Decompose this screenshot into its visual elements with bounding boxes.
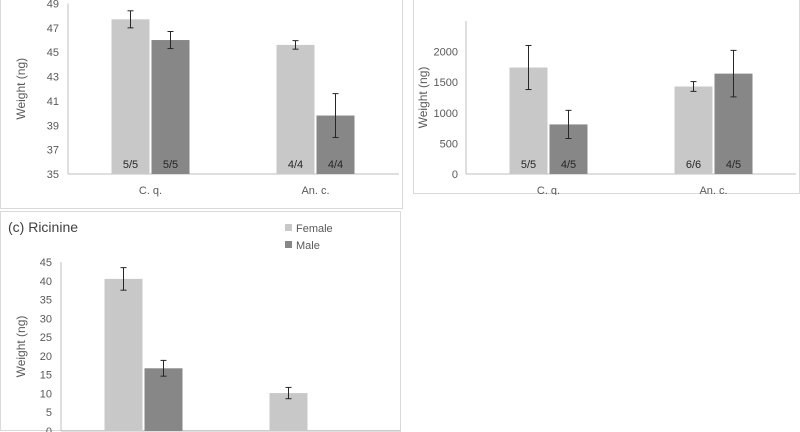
y-tick-label: 25 xyxy=(40,332,52,344)
y-tick-label: 35 xyxy=(47,169,59,181)
chart-a-svg: 35 37 39 41 43 45 47 49 Weight (ng) 5/5 5/5 C. q. 4/… xyxy=(14,0,399,197)
x-tick-label: An. c. xyxy=(699,185,727,195)
y-tick-label: 5 xyxy=(46,407,52,419)
sample-size-label: 5/5 xyxy=(123,159,138,171)
y-tick-label: 30 xyxy=(40,313,52,325)
y-tick-label: 49 xyxy=(47,0,59,11)
y-tick-label: 1500 xyxy=(434,77,458,89)
legend-swatch-female xyxy=(285,224,292,231)
chart-panel-c: 0 5 10 15 20 25 30 35 40 45 Weight (ng) (c) Ricinin… xyxy=(0,211,401,432)
bar-male-0 xyxy=(144,368,183,431)
legend-label-male: Male xyxy=(296,240,320,252)
y-tick-label: 45 xyxy=(47,47,59,59)
x-tick-label: C. q. xyxy=(537,185,560,195)
legend-label-female: Female xyxy=(296,223,333,235)
bar-female-0 xyxy=(104,278,143,431)
y-axis-label: Weight (ng) xyxy=(416,67,430,129)
y-axis-label: Weight (ng) xyxy=(14,58,28,120)
y-tick-label: 37 xyxy=(47,145,59,157)
y-tick-label: 35 xyxy=(40,295,52,307)
legend-swatch-male xyxy=(285,241,292,248)
y-tick-label: 1000 xyxy=(434,108,458,120)
bar-female-1 xyxy=(276,44,315,175)
y-tick-label: 15 xyxy=(40,370,52,382)
y-tick-label: 40 xyxy=(40,276,52,288)
y-axis-label: Weight (ng) xyxy=(14,316,28,378)
y-tick-label: 20 xyxy=(40,351,52,363)
y-tick-label: 45 xyxy=(40,257,52,269)
y-tick-label: 500 xyxy=(440,138,458,150)
chart-c-svg: 0 5 10 15 20 25 30 35 40 45 Weight (ng) (c) Ricinin… xyxy=(8,219,401,432)
sample-size-label: 5/5 xyxy=(163,159,178,171)
sample-size-label: 4/5 xyxy=(561,159,576,171)
sample-size-label: 6/6 xyxy=(686,159,701,171)
chart-b-svg: 0 500 1000 1500 2000 Weight (ng) 5/5 4/5 C. q. 6/… xyxy=(416,21,796,195)
sample-size-label: 4/4 xyxy=(288,159,303,171)
y-tick-label: 41 xyxy=(47,96,59,108)
chart-panel-b: 0 500 1000 1500 2000 Weight (ng) 5/5 4/5 C. q. 6/… xyxy=(413,0,800,195)
bar-female-0 xyxy=(111,19,150,175)
y-tick-label: 0 xyxy=(452,169,458,181)
y-tick-label: 39 xyxy=(47,120,59,132)
x-tick-label: An. c. xyxy=(301,185,329,197)
y-tick-label: 43 xyxy=(47,72,59,84)
sample-size-label: 4/5 xyxy=(726,159,741,171)
sample-size-label: 4/4 xyxy=(328,159,343,171)
x-tick-label: C. q. xyxy=(139,185,162,197)
y-tick-label: 0 xyxy=(46,426,52,432)
bar-female-1 xyxy=(674,86,713,174)
chart-title: (c) Ricinine xyxy=(8,219,78,235)
sample-size-label: 5/5 xyxy=(521,159,536,171)
y-tick-label: 2000 xyxy=(434,47,458,59)
chart-panel-a: 35 37 39 41 43 45 47 49 Weight (ng) 5/5 5/5 C. q. 4/… xyxy=(0,0,403,209)
y-tick-label: 10 xyxy=(40,388,52,400)
y-tick-label: 47 xyxy=(47,23,59,35)
bar-male-0 xyxy=(151,40,190,175)
